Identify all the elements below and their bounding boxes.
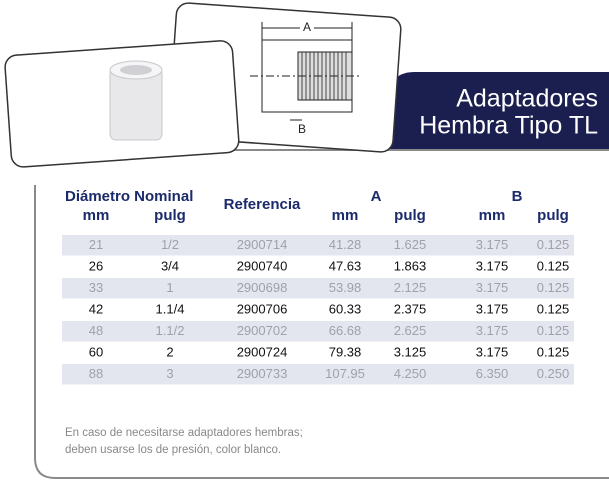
cell: 0.125: [537, 323, 570, 338]
header-nominal-mm: mm: [83, 207, 110, 224]
header-nominal-pulg: pulg: [154, 207, 186, 224]
cell: 42: [89, 302, 103, 317]
header-b-pulg: pulg: [537, 207, 569, 224]
cell: 2900698: [237, 280, 288, 295]
cell: 3.175: [476, 280, 509, 295]
footnote-line2: deben usarse los de presión, color blanc…: [65, 444, 281, 456]
cell: 0.250: [537, 366, 570, 381]
header-b-mm: mm: [479, 207, 506, 224]
diagram: [250, 22, 362, 121]
cell: 2.375: [394, 302, 427, 317]
label-b: B: [298, 122, 306, 136]
cell: 26: [89, 259, 103, 274]
panel-border: [34, 185, 609, 479]
header-b: B: [512, 188, 523, 205]
cell: 3.175: [476, 259, 509, 274]
cell: 1/2: [161, 237, 179, 252]
cell: 2900702: [237, 323, 288, 338]
cell: 2900733: [237, 366, 288, 381]
cell: 107.95: [325, 366, 365, 381]
cell: 60.33: [329, 302, 362, 317]
cell: 41.28: [329, 237, 362, 252]
cell: 48: [89, 323, 103, 338]
header-a-mm: mm: [332, 207, 359, 224]
cell: 6.350: [476, 366, 509, 381]
cell: 0.125: [537, 345, 570, 360]
cell: 2.625: [394, 323, 427, 338]
cell: 3.175: [476, 302, 509, 317]
cell: 1: [166, 280, 173, 295]
cell: 1.625: [394, 237, 427, 252]
product-image: [109, 60, 163, 141]
cell: 0.125: [537, 280, 570, 295]
footnote-line1: En caso de necesitarse adaptadores hembr…: [65, 427, 303, 439]
cell: 33: [89, 280, 103, 295]
cell: 1.1/2: [156, 323, 185, 338]
cell: 1.1/4: [156, 302, 185, 317]
cell: 2900724: [237, 345, 288, 360]
cell: 4.250: [394, 366, 427, 381]
row-bg: [62, 278, 574, 299]
cell: 2: [166, 345, 173, 360]
cell: 47.63: [329, 259, 362, 274]
cell: 60: [89, 345, 103, 360]
cell: 2900740: [237, 259, 288, 274]
cell: 66.68: [329, 323, 362, 338]
cell: 3.175: [476, 237, 509, 252]
cell: 88: [89, 366, 103, 381]
cell: 3.175: [476, 345, 509, 360]
header-a-pulg: pulg: [394, 207, 426, 224]
cell: 79.38: [329, 345, 362, 360]
cell: 3/4: [161, 259, 179, 274]
cell: 0.125: [537, 302, 570, 317]
row-bg: [62, 364, 574, 385]
row-bg: [62, 235, 574, 256]
cell: 3.175: [476, 323, 509, 338]
row-bg: [62, 321, 574, 342]
cell: 2.125: [394, 280, 427, 295]
banner: [390, 72, 609, 150]
label-a: A: [303, 20, 311, 34]
header-nominal: Diámetro Nominal: [65, 188, 193, 205]
cell: 3.125: [394, 345, 427, 360]
label-bg: [300, 20, 314, 34]
title-line1: Adaptadores: [456, 85, 598, 113]
cell: 0.125: [537, 237, 570, 252]
header-referencia: Referencia: [224, 196, 301, 213]
title-line2: Hembra Tipo TL: [419, 112, 598, 140]
cell: 2900714: [237, 237, 288, 252]
header-a: A: [371, 188, 382, 205]
cell: 21: [89, 237, 103, 252]
cell: 0.125: [537, 259, 570, 274]
cell: 53.98: [329, 280, 362, 295]
cell: 3: [166, 366, 173, 381]
cell: 2900706: [237, 302, 288, 317]
cell: 1.863: [394, 259, 427, 274]
